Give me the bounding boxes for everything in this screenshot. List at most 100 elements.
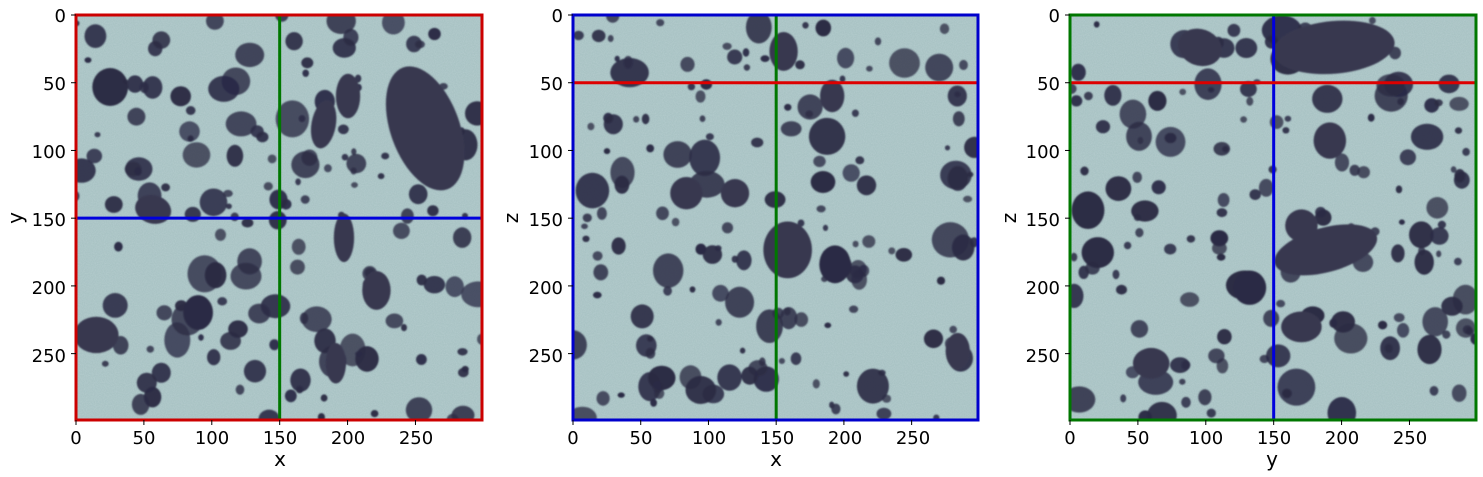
pore <box>92 68 129 106</box>
pore <box>882 394 892 403</box>
large-pore <box>333 213 355 263</box>
pore <box>1334 153 1350 172</box>
pore <box>802 22 809 29</box>
pore <box>1105 176 1132 202</box>
pore <box>206 15 224 30</box>
pore <box>1399 149 1416 166</box>
large-pore <box>820 79 845 113</box>
ytick-yz-4: 200 <box>1026 278 1060 299</box>
ytick-xz-3: 150 <box>529 210 563 231</box>
xtick-yz-1: 50 <box>1127 428 1150 449</box>
pore <box>1312 84 1343 113</box>
pore <box>324 164 332 173</box>
large-pore <box>362 270 391 310</box>
pore <box>1462 147 1470 156</box>
pore <box>630 304 654 329</box>
pore <box>406 35 422 53</box>
pore <box>339 333 366 367</box>
large-pore <box>769 32 798 71</box>
pore <box>888 247 896 255</box>
pore <box>573 406 597 420</box>
ytick-xz-4: 200 <box>529 278 563 299</box>
pore <box>127 107 146 126</box>
pore <box>1380 336 1400 361</box>
panel-xz: x z 0 50 100 150 200 250 0 50 100 150 20… <box>499 6 980 471</box>
pore <box>1367 113 1375 122</box>
pore <box>393 222 410 239</box>
pore <box>1071 191 1105 229</box>
pore <box>936 276 946 285</box>
pore <box>739 347 746 354</box>
pore <box>1391 244 1405 263</box>
pore <box>182 142 211 168</box>
pore <box>1450 166 1457 173</box>
pore <box>866 65 873 72</box>
pore <box>290 368 311 392</box>
pore <box>1249 189 1261 201</box>
pore <box>1206 408 1216 418</box>
pore <box>370 410 379 418</box>
ytick-yz-5: 250 <box>1026 346 1060 367</box>
large-pore <box>1285 209 1318 242</box>
pore <box>1284 115 1292 122</box>
pore <box>284 389 297 403</box>
pore <box>592 251 603 261</box>
pore <box>1084 91 1093 101</box>
pore <box>1070 386 1096 413</box>
pore <box>208 75 240 102</box>
pore <box>1181 396 1191 408</box>
large-pore <box>1281 311 1322 343</box>
pore <box>267 154 277 164</box>
pore <box>816 205 826 213</box>
pore <box>170 86 191 107</box>
large-pore <box>1313 122 1347 159</box>
pore <box>944 145 951 151</box>
pore <box>778 358 786 364</box>
ytick-xy-5: 250 <box>32 346 66 367</box>
pore <box>813 155 826 168</box>
ytick-yz-0: 0 <box>1049 6 1060 27</box>
pore <box>250 125 264 138</box>
pore <box>1131 200 1159 222</box>
pore <box>102 293 128 318</box>
pore <box>235 42 265 68</box>
pore <box>1137 136 1144 145</box>
pore <box>705 133 714 141</box>
pore <box>1410 123 1444 150</box>
pore <box>889 48 920 78</box>
pore <box>382 15 405 35</box>
xtick-xz-5: 250 <box>896 428 930 449</box>
large-pore <box>763 221 812 279</box>
pore <box>876 407 892 420</box>
pore <box>1395 185 1403 194</box>
pore <box>606 15 620 23</box>
pore <box>653 253 684 288</box>
pore <box>963 195 973 203</box>
xtick-xy-1: 50 <box>133 428 156 449</box>
pore <box>185 106 196 115</box>
pore <box>575 172 610 209</box>
pore <box>146 345 154 353</box>
pore <box>94 132 101 138</box>
pore <box>736 250 752 271</box>
pore <box>142 76 163 99</box>
pore <box>1442 330 1451 339</box>
pore <box>1093 21 1100 28</box>
pore <box>1429 386 1439 396</box>
pore <box>1078 265 1089 279</box>
pore <box>1369 16 1376 25</box>
large-pore <box>135 194 172 224</box>
pore <box>1222 145 1229 153</box>
xlabel-yz: y <box>1266 447 1278 471</box>
pore <box>582 235 590 242</box>
pore <box>573 30 584 41</box>
pore <box>332 38 356 58</box>
pore <box>610 156 635 189</box>
pore <box>1378 320 1388 330</box>
pore <box>290 259 305 275</box>
pore <box>428 27 441 41</box>
pore <box>104 196 123 213</box>
pore <box>790 352 802 366</box>
pore <box>86 148 103 164</box>
pore <box>401 208 414 224</box>
